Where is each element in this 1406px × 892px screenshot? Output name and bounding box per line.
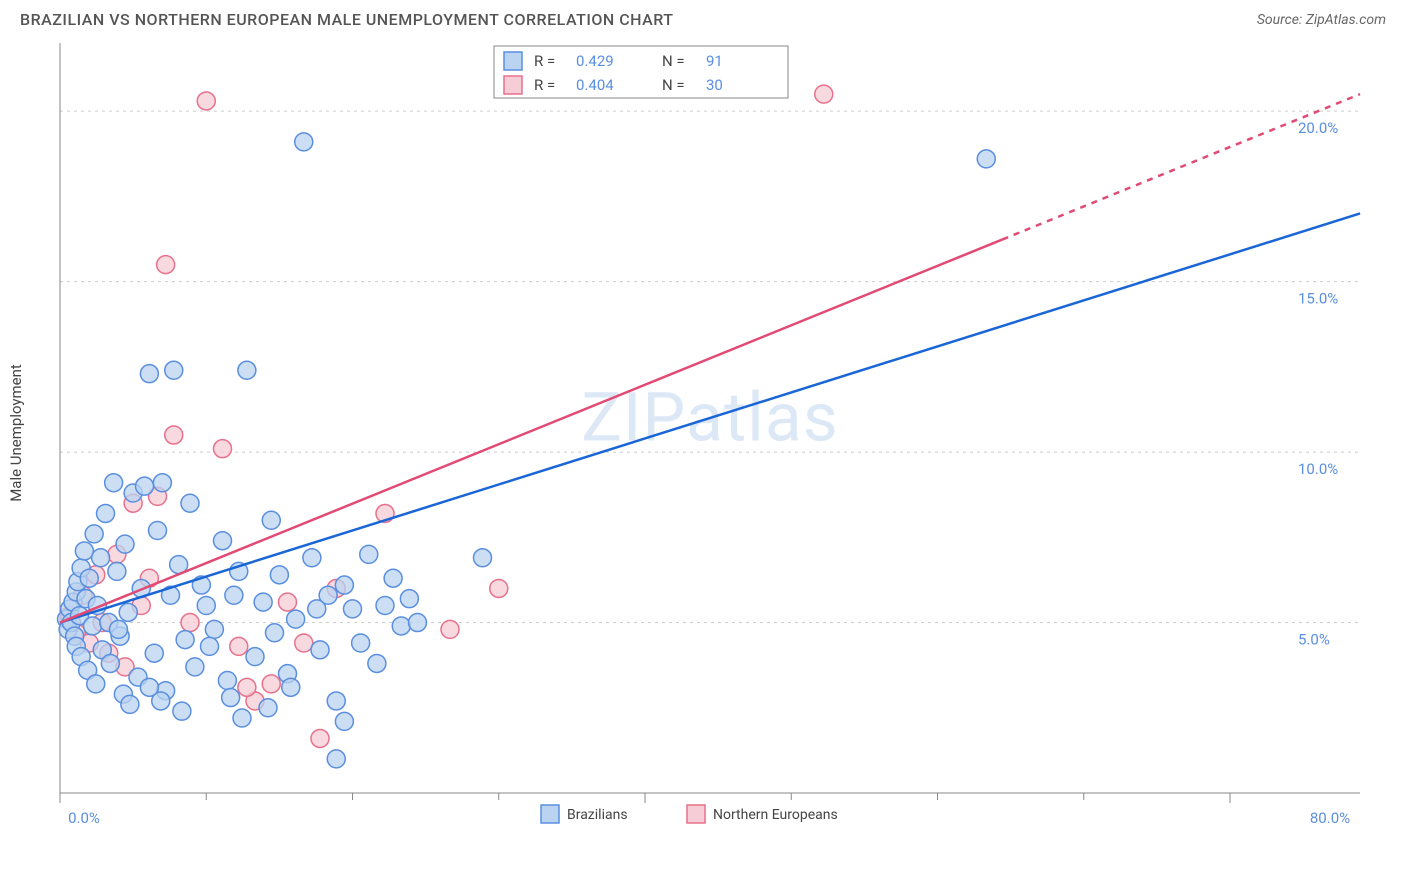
chart-title: BRAZILIAN VS NORTHERN EUROPEAN MALE UNEM…	[20, 10, 674, 29]
svg-text:80.0%: 80.0%	[1310, 809, 1350, 827]
svg-text:91: 91	[706, 52, 723, 70]
source-label: Source: ZipAtlas.com	[1257, 12, 1386, 28]
svg-text:Brazilians: Brazilians	[567, 807, 628, 823]
y-axis-label: Male Unemployment	[7, 364, 25, 502]
svg-text:N =: N =	[662, 52, 685, 70]
svg-text:20.0%: 20.0%	[1298, 119, 1338, 137]
correlation-chart: ZIPatlas5.0%10.0%15.0%20.0%0.0%80.0%R =0…	[50, 33, 1386, 833]
svg-text:0.0%: 0.0%	[68, 809, 100, 827]
svg-text:N =: N =	[662, 76, 685, 94]
svg-text:R =: R =	[534, 76, 555, 94]
svg-text:0.429: 0.429	[576, 52, 614, 70]
svg-text:30: 30	[706, 76, 723, 94]
svg-text:R =: R =	[534, 52, 555, 70]
svg-text:0.404: 0.404	[576, 76, 614, 94]
svg-text:15.0%: 15.0%	[1298, 290, 1338, 308]
svg-text:Northern Europeans: Northern Europeans	[713, 807, 838, 823]
svg-text:5.0%: 5.0%	[1298, 631, 1330, 649]
svg-text:10.0%: 10.0%	[1298, 460, 1338, 478]
